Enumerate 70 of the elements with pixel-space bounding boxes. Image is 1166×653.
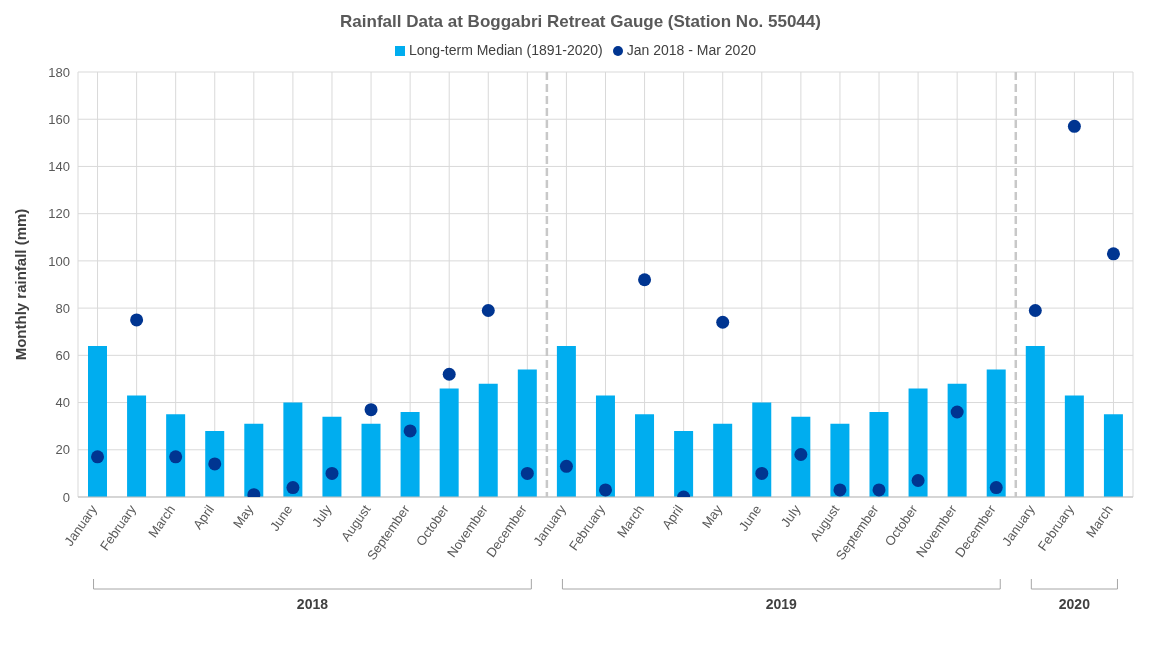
point (950, 405, 964, 419)
text: 2018 (296, 596, 329, 612)
bar (361, 423, 381, 497)
point (559, 459, 573, 473)
y-tick-label: 80 (55, 300, 70, 316)
y-tick-label: 140 (48, 159, 70, 175)
y-tick-label: 40 (55, 395, 70, 411)
bar (517, 369, 537, 497)
bar (88, 345, 107, 497)
point (286, 481, 300, 495)
point (208, 457, 222, 471)
bar (1025, 345, 1045, 497)
y-tick-label: 120 (48, 206, 70, 222)
point (1067, 119, 1081, 133)
bar (791, 416, 811, 497)
bar (713, 423, 733, 497)
bar (635, 414, 655, 497)
point (1106, 247, 1120, 261)
x-tick-label: July (308, 501, 335, 530)
point (442, 367, 456, 381)
bar (830, 423, 850, 497)
bar (986, 369, 1006, 497)
x-tick-label: July (777, 501, 804, 530)
bar (947, 383, 967, 497)
text: 2020 (1058, 596, 1091, 612)
point (833, 483, 847, 497)
point (364, 403, 378, 417)
point (325, 466, 339, 480)
bar (752, 402, 772, 497)
bar (244, 423, 264, 497)
point (911, 473, 925, 487)
bar (1064, 395, 1084, 497)
point (794, 448, 808, 461)
bar (166, 414, 186, 497)
bar (674, 430, 694, 497)
point (91, 450, 105, 464)
point (520, 466, 534, 480)
point (1028, 303, 1042, 317)
y-tick-label: 100 (48, 253, 70, 269)
bar (556, 345, 576, 497)
point (481, 303, 495, 317)
bar (283, 402, 303, 497)
bar (908, 388, 928, 497)
bar (322, 416, 342, 497)
point (716, 315, 730, 329)
bar (400, 412, 420, 497)
point (638, 273, 652, 287)
legend-label: Long-term Median (1891-2020) (409, 42, 603, 58)
legend-label: Jan 2018 - Mar 2020 (626, 42, 756, 58)
point (755, 466, 769, 480)
point (989, 481, 1003, 495)
point (599, 483, 612, 497)
bar (595, 395, 615, 497)
bar (478, 383, 498, 497)
point (169, 450, 183, 464)
bar (869, 412, 889, 497)
y-tick-label: 180 (48, 64, 70, 80)
y-tick-label: 20 (55, 442, 70, 458)
chart-title: Rainfall Data at Boggabri Retreat Gauge (Station No. 55044) (339, 11, 822, 32)
y-tick-label: 60 (55, 347, 70, 363)
bar (439, 388, 459, 497)
text: 2019 (765, 596, 798, 612)
bar (1103, 414, 1123, 497)
bar (127, 395, 147, 497)
point (130, 313, 144, 327)
y-axis-title: Monthly rainfall (mm) (12, 208, 30, 361)
point (403, 424, 417, 438)
y-tick-label: 0 (62, 489, 70, 505)
point (872, 483, 886, 497)
y-tick-label: 160 (48, 111, 70, 127)
